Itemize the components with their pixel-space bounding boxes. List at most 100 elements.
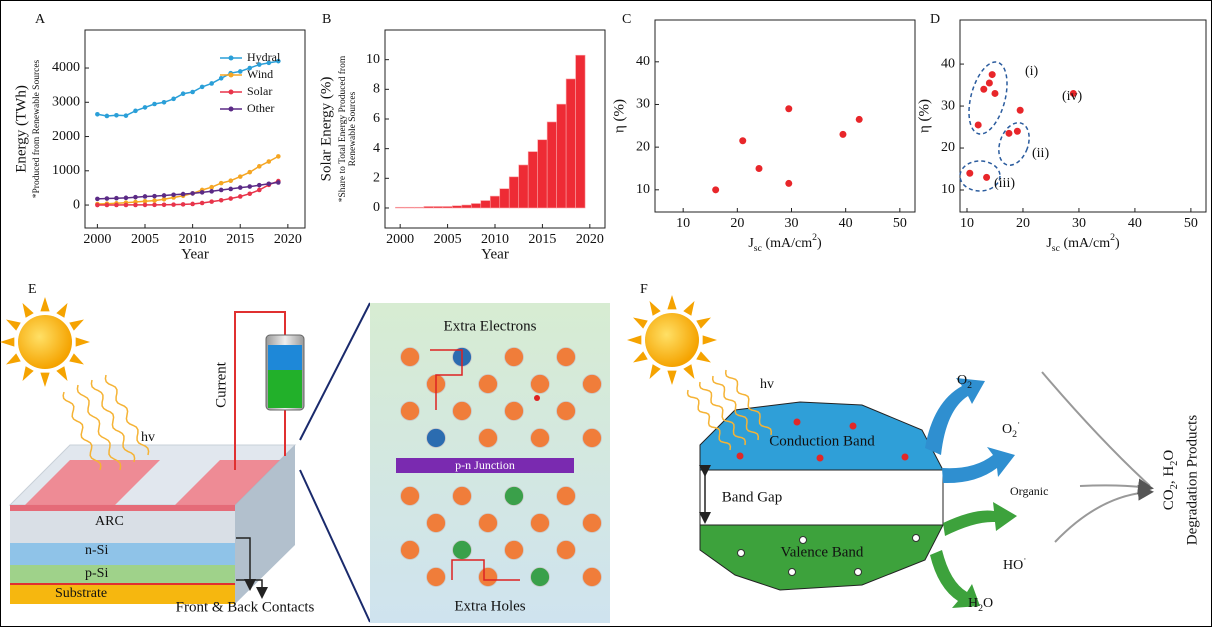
x-tick-label: 2010 <box>481 232 509 247</box>
species-label: O2· <box>1002 418 1020 440</box>
sun <box>645 313 699 367</box>
point <box>785 105 792 112</box>
atom <box>427 429 446 448</box>
x-tick-label: 20 <box>730 216 744 231</box>
layer-label: p-Si <box>85 566 108 581</box>
panel-label: D <box>930 12 940 27</box>
atom <box>401 402 420 421</box>
point <box>171 192 176 197</box>
species-label: HO· <box>1003 554 1027 573</box>
text-part: O <box>957 373 967 388</box>
x-tick-label: 30 <box>785 216 799 231</box>
panel-label: B <box>322 12 331 27</box>
bar <box>528 152 537 208</box>
point <box>143 194 148 199</box>
point <box>105 114 110 119</box>
bar <box>566 79 575 208</box>
bar <box>576 55 585 208</box>
text-part: HO <box>1003 558 1023 573</box>
electrons-label: Extra Electrons <box>444 318 537 334</box>
text-part: , H <box>1161 466 1177 485</box>
point <box>190 202 195 207</box>
atom <box>505 348 524 367</box>
point <box>162 193 167 198</box>
x-tick-label: 2020 <box>274 232 302 247</box>
y-tick-label: 20 <box>941 140 955 155</box>
electron <box>817 455 824 462</box>
text-part: O <box>1161 450 1177 461</box>
sun-ray <box>696 318 711 329</box>
x-tick-label: 2000 <box>83 232 111 247</box>
text-part: ) <box>817 236 822 251</box>
x-axis-label: Jsc (mA/cm2) <box>748 232 822 254</box>
x-tick-label: 10 <box>676 216 690 231</box>
y-tick-label: 3000 <box>52 94 80 109</box>
atom <box>531 429 550 448</box>
plot-frame <box>655 20 915 212</box>
point <box>209 189 214 194</box>
point <box>171 97 176 102</box>
text-part: · <box>1023 554 1026 565</box>
point <box>986 79 993 86</box>
y-tick-label: 40 <box>636 54 650 69</box>
atom <box>427 568 446 587</box>
point <box>200 190 205 195</box>
y-axis-label: η (%) <box>916 99 932 133</box>
sun-ray <box>650 364 661 379</box>
text-part: 2 <box>967 380 972 391</box>
hole <box>800 537 807 544</box>
point <box>152 203 157 208</box>
point <box>105 203 110 208</box>
point <box>181 91 186 96</box>
point <box>785 180 792 187</box>
point <box>267 159 272 164</box>
text-part: 2 <box>1012 429 1017 440</box>
sun-ray <box>40 297 49 311</box>
sun-ray <box>703 335 717 344</box>
bar <box>452 206 461 208</box>
atom <box>531 514 550 533</box>
y-tick-label: 0 <box>373 200 380 215</box>
point <box>839 131 846 138</box>
products-label: Degradation Products <box>1184 415 1200 546</box>
x-tick-label: 2010 <box>179 232 207 247</box>
sun-ray <box>683 301 694 316</box>
products-label: CO2, H2O <box>1161 450 1180 511</box>
bar <box>481 201 490 208</box>
text-part: CO <box>1161 489 1177 510</box>
species-label: Organic <box>1010 484 1048 498</box>
zoom-line <box>300 303 370 440</box>
hole <box>789 569 796 576</box>
legend-label: Hydral <box>247 50 281 64</box>
panel-f: F hv Conduction Band Band Gap Valence Ba… <box>640 282 1200 614</box>
point <box>712 186 719 193</box>
atom <box>453 487 472 506</box>
point <box>257 188 262 193</box>
point <box>124 113 129 118</box>
point <box>966 170 973 177</box>
flow-curve <box>1042 372 1150 486</box>
electron <box>850 423 857 430</box>
x-tick-label: 20 <box>1016 216 1030 231</box>
x-tick-label: 50 <box>1184 216 1198 231</box>
bar <box>547 122 556 208</box>
holes-label: Extra Holes <box>454 598 525 614</box>
y-tick-label: 4000 <box>52 60 80 75</box>
text-part: (mA/cm <box>1060 236 1110 251</box>
point <box>152 194 157 199</box>
bar <box>395 207 404 208</box>
x-axis-label: Jsc (mA/cm2) <box>1046 232 1120 254</box>
cluster-outline <box>993 119 1034 170</box>
y-tick-label: 4 <box>373 141 380 156</box>
point <box>95 112 100 117</box>
x-tick-label: 2020 <box>576 232 604 247</box>
sun-ray <box>6 320 21 331</box>
point <box>181 202 186 207</box>
point <box>133 195 138 200</box>
atom <box>479 514 498 533</box>
atom <box>557 348 576 367</box>
sun-ray <box>56 303 67 318</box>
y-tick-label: 0 <box>73 197 80 212</box>
point <box>190 90 195 95</box>
panel-label: C <box>622 12 631 27</box>
